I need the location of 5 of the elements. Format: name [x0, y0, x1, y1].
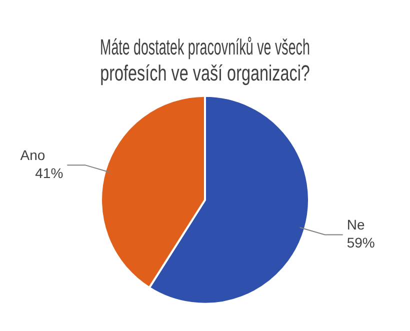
- data-label: 41%: [35, 164, 64, 181]
- chart-title: Máte dostatek pracovníků ve všech profesích ve vaší organizaci?: [100, 34, 310, 86]
- slice-label: Ano: [20, 146, 46, 163]
- slice-label: Ne: [346, 216, 365, 233]
- data-label: 59%: [346, 234, 375, 251]
